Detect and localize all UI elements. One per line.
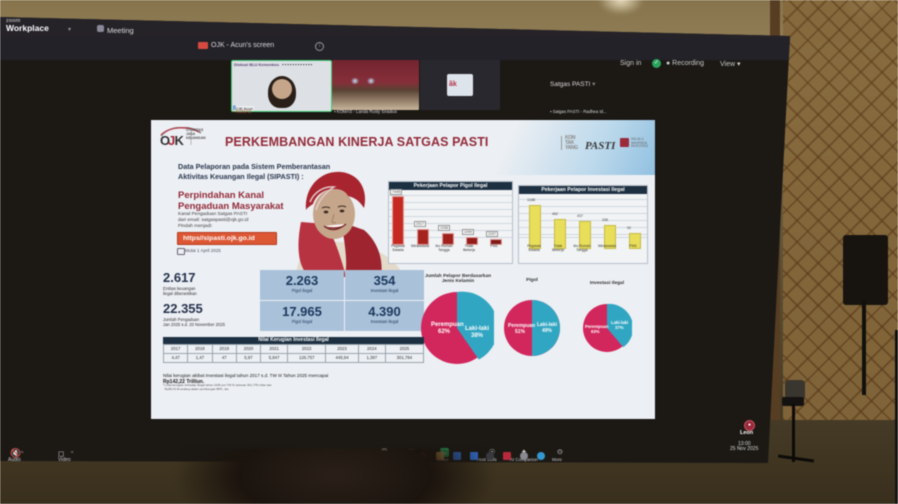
svg-text:62%: 62% [438, 329, 451, 335]
svg-text:38%: 38% [471, 333, 484, 339]
svg-text:49%: 49% [542, 328, 553, 334]
svg-text:Laki-laki: Laki-laki [465, 326, 489, 332]
svg-text:Perempuan: Perempuan [431, 322, 464, 328]
svg-text:37%: 37% [615, 325, 624, 330]
svg-text:63%: 63% [591, 329, 600, 334]
svg-text:K: K [175, 133, 185, 147]
svg-text:51%: 51% [515, 329, 526, 335]
